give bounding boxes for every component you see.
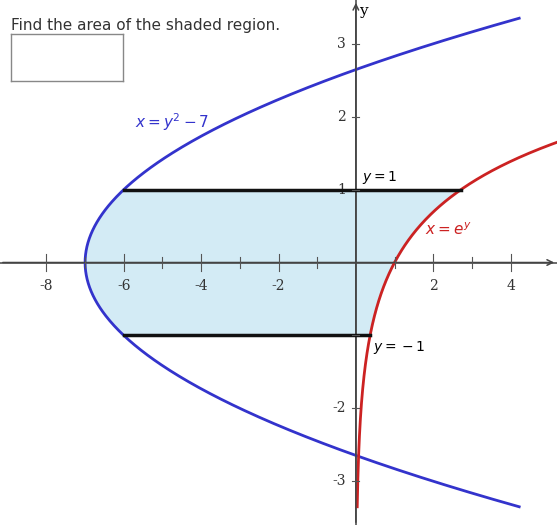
Text: $y = 1$: $y = 1$ [361,169,397,186]
Text: 1: 1 [338,183,346,196]
Text: $y = -1$: $y = -1$ [373,340,426,356]
Text: y: y [359,4,368,18]
Text: -2: -2 [272,279,285,292]
Text: -2: -2 [333,401,346,415]
Text: 3: 3 [338,37,346,51]
Text: $x = y^2 - 7$: $x = y^2 - 7$ [135,111,209,133]
Text: Find the area of the shaded region.: Find the area of the shaded region. [11,18,280,34]
Text: -6: -6 [117,279,130,292]
Text: 2: 2 [429,279,438,292]
Text: -3: -3 [333,474,346,488]
Text: 2: 2 [338,110,346,124]
Text: 4: 4 [506,279,515,292]
Text: -4: -4 [194,279,208,292]
Text: $x = e^y$: $x = e^y$ [426,221,472,238]
Text: -8: -8 [40,279,53,292]
